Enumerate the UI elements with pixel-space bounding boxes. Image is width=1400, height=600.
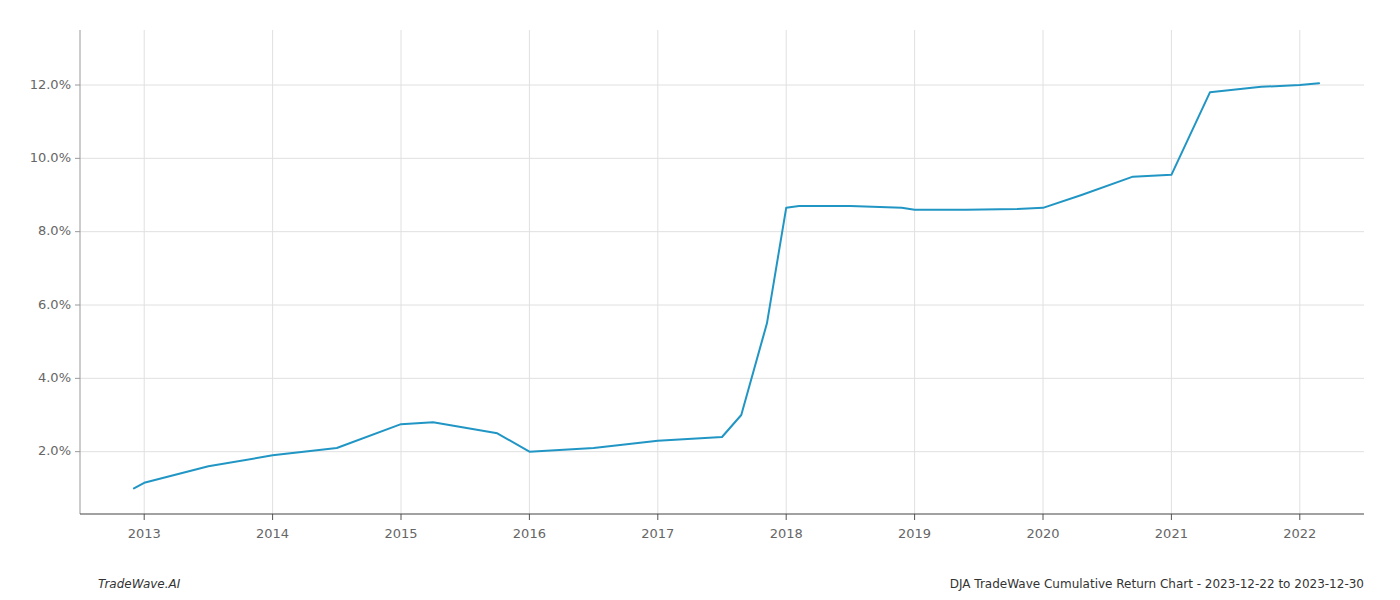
y-tick <box>75 158 80 159</box>
y-tick-label: 6.0% <box>38 297 71 312</box>
y-tick <box>75 231 80 232</box>
x-grid-line <box>1043 30 1044 514</box>
x-grid-line <box>914 30 915 514</box>
y-tick <box>75 378 80 379</box>
x-tick-label: 2020 <box>1026 526 1059 541</box>
y-tick <box>75 85 80 86</box>
x-tick <box>786 514 787 520</box>
y-tick-label: 12.0% <box>30 77 71 92</box>
x-tick-label: 2017 <box>641 526 674 541</box>
x-axis-line <box>80 513 1364 514</box>
y-tick-label: 8.0% <box>38 223 71 238</box>
line <box>134 83 1319 488</box>
x-grid-line <box>1299 30 1300 514</box>
y-tick-label: 2.0% <box>38 443 71 458</box>
x-tick <box>1043 514 1044 520</box>
x-tick <box>529 514 530 520</box>
footer-left: TradeWave.AI <box>98 577 181 591</box>
y-tick <box>75 305 80 306</box>
x-tick <box>657 514 658 520</box>
footer-right: DJA TradeWave Cumulative Return Chart - … <box>950 577 1364 591</box>
x-grid-line <box>144 30 145 514</box>
x-tick-label: 2021 <box>1155 526 1188 541</box>
y-tick-label: 10.0% <box>30 150 71 165</box>
x-tick-label: 2018 <box>770 526 803 541</box>
plot-area <box>134 83 1319 488</box>
x-tick-label: 2022 <box>1283 526 1316 541</box>
x-tick <box>272 514 273 520</box>
x-tick-label: 2013 <box>128 526 161 541</box>
x-tick <box>144 514 145 520</box>
axes: 2.0% 4.0% 6.0% 8.0% 10.0% 12.0% 2013 2014 2015 20… <box>30 30 1364 541</box>
x-grid-line <box>529 30 530 514</box>
x-tick <box>914 514 915 520</box>
x-grid-line <box>401 30 402 514</box>
x-tick-label: 2014 <box>256 526 289 541</box>
x-tick <box>1299 514 1300 520</box>
x-grid-line <box>272 30 273 514</box>
y-axis-line <box>80 30 81 514</box>
x-tick <box>401 514 402 520</box>
x-grid-line <box>1171 30 1172 514</box>
x-tick-label: 2019 <box>898 526 931 541</box>
y-tick-label: 4.0% <box>38 370 71 385</box>
chart: 2.0% 4.0% 6.0% 8.0% 10.0% 12.0% 2013 2014 2015 20… <box>0 0 1400 600</box>
y-tick <box>75 451 80 452</box>
x-tick-label: 2015 <box>384 526 417 541</box>
x-tick-label: 2016 <box>513 526 546 541</box>
grid <box>80 30 1364 514</box>
x-grid-line <box>786 30 787 514</box>
x-tick <box>1171 514 1172 520</box>
